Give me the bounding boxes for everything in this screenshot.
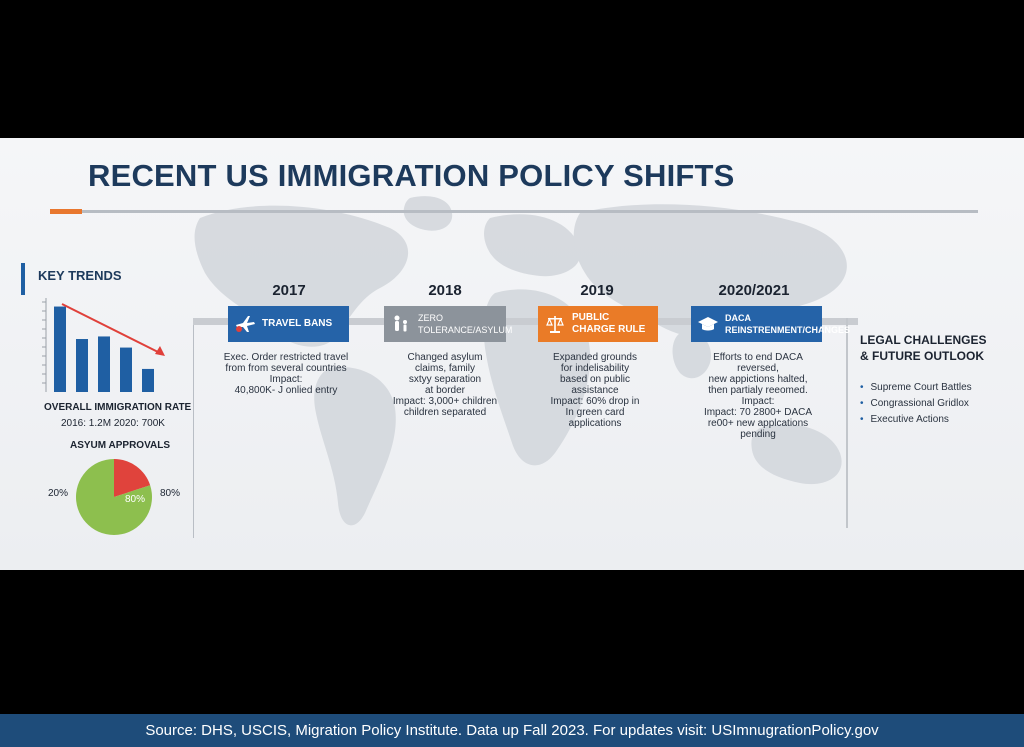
legal-heading-line: LEGAL CHALLENGES	[860, 333, 987, 347]
policy-label: TRAVEL BANS	[262, 318, 333, 329]
asylum-approvals-label: ASYUM APPROVALS	[70, 440, 171, 451]
legal-list-item: Supreme Court Battles	[860, 380, 972, 396]
trend-arrow-head	[155, 346, 165, 356]
title-underline	[50, 210, 978, 213]
legal-list-item: Executive Actions	[860, 412, 972, 428]
scales-icon	[544, 313, 566, 335]
legal-challenges-heading: LEGAL CHALLENGES & FUTURE OUTLOOK	[860, 332, 986, 364]
title-accent	[50, 209, 82, 214]
detail-line: new appictions halted,	[708, 374, 808, 385]
family-icon	[390, 313, 412, 335]
policy-details-2018: Changed asylum claims, family sxtyy sepa…	[370, 352, 520, 418]
detail-line: In green card	[565, 407, 625, 418]
detail-line: Efforts to end DACA	[713, 352, 803, 363]
key-trends-heading: KEY TRENDS	[38, 268, 122, 283]
bar-chart-bar	[142, 368, 154, 392]
pie-slice	[114, 459, 151, 497]
policy-details-2020-2021: Efforts to end DACA reversed, new appict…	[688, 352, 828, 440]
detail-line: applications	[568, 418, 622, 429]
infographic-slide: RECENT US IMMIGRATION POLICY SHIFTS KEY …	[0, 138, 1024, 570]
detail-line: children separated	[403, 407, 487, 418]
policy-zero-tolerance: ZERO TOLERANCE/ASYLUM	[384, 306, 512, 342]
detail-line: Impact: 3,000+ children	[392, 396, 498, 407]
policy-details-2019: Expanded grounds for indelisability base…	[520, 352, 670, 429]
page-title: RECENT US IMMIGRATION POLICY SHIFTS	[88, 158, 735, 193]
policy-travel-bans: TRAVEL BANS	[228, 306, 349, 342]
detail-line: for indelisability	[560, 363, 630, 374]
pie-left-label: 20%	[48, 488, 69, 499]
detail-line: claims, family	[414, 363, 475, 374]
pie-inner-label: 80%	[125, 494, 145, 505]
policy-details-2017: Exec. Order restricted travel from from …	[206, 352, 366, 396]
pie-slice	[76, 459, 152, 535]
immigration-rate-label: OVERALL IMMIGRATION RATE	[44, 402, 192, 413]
timeline-line	[193, 318, 858, 325]
bar-chart-bar	[120, 347, 132, 392]
timeline-year-2018: 2018	[428, 282, 462, 299]
trend-arrow-line	[61, 303, 163, 355]
timeline-year-2020-2021: 2020/2021	[718, 282, 790, 299]
pie-right-label: 80%	[160, 488, 181, 499]
policy-daca: DACA REINSTRENMENT/CHANGES	[691, 306, 850, 342]
detail-line: Changed asylum	[407, 352, 483, 363]
detail-line: Expanded grounds	[553, 352, 637, 363]
detail-line: then partialy reeomed.	[708, 385, 808, 396]
detail-line: Impact:	[741, 396, 775, 407]
detail-line: Impact: 60% drop in	[550, 396, 640, 407]
detail-line: pending	[740, 429, 776, 440]
policy-public-charge: PUBLIC CHARGE RULE	[538, 306, 658, 342]
detail-line: Exec. Order restricted travel	[223, 352, 349, 363]
legal-heading-line: & FUTURE OUTLOOK	[860, 349, 984, 363]
bar-chart-bar	[54, 306, 66, 392]
immigration-rate-bar-chart	[42, 298, 165, 392]
detail-line: sxtyy separation	[408, 374, 482, 385]
detail-line: from from several countries	[225, 363, 347, 374]
source-footer: Source: DHS, USCIS, Migration Policy Ins…	[0, 714, 1024, 747]
graduation-cap-icon	[697, 313, 719, 335]
timeline-end-divider	[846, 318, 848, 528]
bar-chart-bar	[98, 336, 110, 392]
detail-line: re00+ new applcations	[707, 418, 809, 429]
legal-list-item: Congrassional Gridlox	[860, 396, 972, 412]
airplane-icon	[234, 313, 256, 335]
detail-line: Impact: 70 2800+ DACA	[703, 407, 813, 418]
detail-line: assistance	[571, 385, 619, 396]
policy-label: PUBLIC CHARGE RULE	[572, 312, 646, 335]
immigration-rate-values: 2016: 1.2M 2020: 700K	[61, 418, 165, 429]
policy-label: DACA REINSTRENMENT/CHANGES	[725, 313, 851, 335]
panel-divider	[193, 318, 194, 538]
detail-line: Impact:	[269, 374, 303, 385]
detail-line: based on public	[559, 374, 631, 385]
timeline-year-2019: 2019	[580, 282, 614, 299]
legal-challenges-list: Supreme Court Battles Congrassional Grid…	[860, 380, 972, 428]
policy-label: ZERO TOLERANCE/ASYLUM	[418, 313, 513, 335]
detail-line: reversed,	[737, 363, 779, 374]
timeline-year-2017: 2017	[272, 282, 306, 299]
bar-chart-bar	[76, 339, 88, 392]
detail-line: 40,800K- J onlied entry	[234, 385, 338, 396]
detail-line: at border	[424, 385, 466, 396]
asylum-approvals-pie-chart: 80%	[76, 459, 152, 535]
key-trends-marker	[21, 263, 25, 295]
